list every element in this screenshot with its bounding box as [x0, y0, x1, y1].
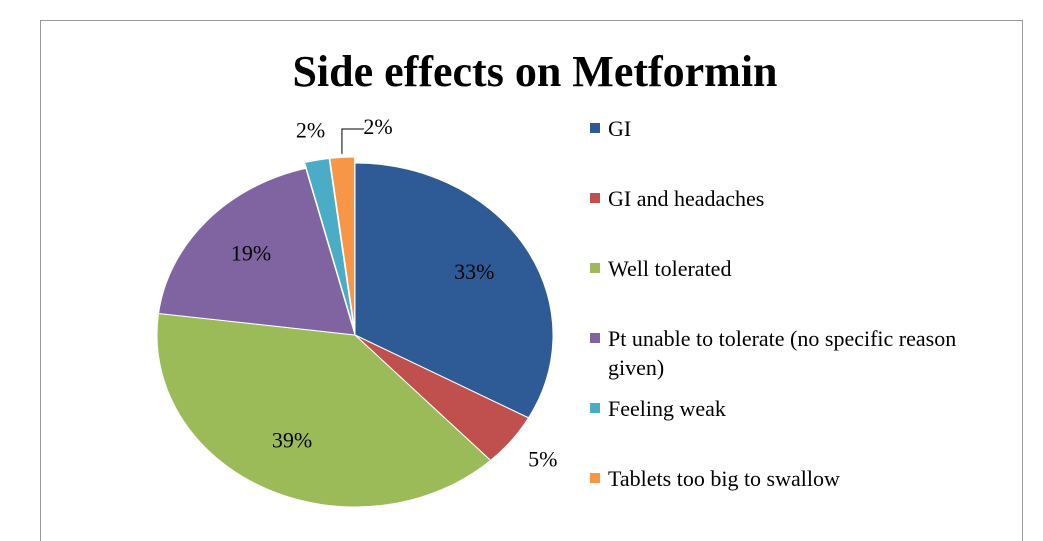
- legend-label: Well tolerated: [608, 256, 732, 281]
- legend-label: GI and headaches: [608, 186, 765, 211]
- legend-item: Well tolerated: [590, 254, 958, 283]
- legend-item: GI: [590, 114, 958, 143]
- data-label: 2%: [296, 117, 325, 142]
- legend-swatch: [590, 193, 600, 203]
- data-label: 5%: [528, 447, 557, 472]
- legend-item: Feeling weak: [590, 394, 958, 423]
- chart-title: Side effects on Metformin: [292, 47, 777, 96]
- legend-label: Feeling weak: [608, 396, 726, 421]
- chart-frame: [40, 20, 1023, 541]
- data-label: 33%: [454, 259, 494, 284]
- pie-slice: [156, 312, 492, 508]
- legend-swatch: [590, 123, 600, 133]
- legend-label: Tablets too big to swallow: [608, 466, 840, 491]
- data-label: 2%: [363, 114, 392, 139]
- leader-line: [341, 128, 365, 154]
- pie-slice: [354, 162, 554, 419]
- legend-item: Pt unable to tolerate (no specific reaso…: [590, 324, 958, 382]
- legend-swatch: [590, 263, 600, 273]
- pie-slice: [157, 167, 356, 336]
- legend-label: GI: [608, 116, 632, 141]
- data-label: 39%: [272, 427, 312, 452]
- pie-slice: [329, 156, 356, 330]
- legend-swatch: [590, 403, 600, 413]
- legend-item: GI and headaches: [590, 184, 958, 213]
- pie-slice: [304, 157, 355, 330]
- legend-swatch: [590, 333, 600, 343]
- legend-item: Tablets too big to swallow: [590, 464, 958, 493]
- data-label: 19%: [231, 240, 271, 265]
- legend-label: Pt unable to tolerate (no specific reaso…: [608, 326, 957, 380]
- legend-swatch: [590, 473, 600, 483]
